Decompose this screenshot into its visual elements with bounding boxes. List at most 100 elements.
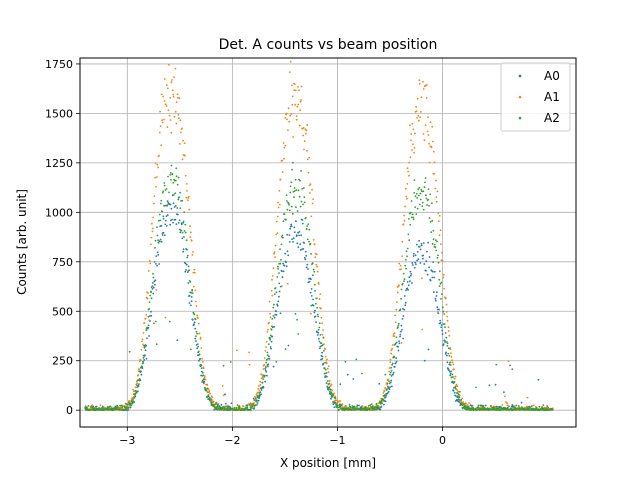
data-point	[432, 270, 434, 273]
data-point	[189, 281, 192, 283]
data-point	[334, 399, 337, 401]
data-point	[305, 132, 307, 135]
data-point	[278, 272, 280, 274]
data-point	[182, 250, 185, 253]
data-point	[297, 86, 299, 88]
data-point	[382, 398, 384, 401]
y-tick-label: 250	[52, 355, 73, 368]
data-point	[481, 404, 483, 407]
data-point	[308, 184, 311, 187]
data-point	[139, 359, 142, 361]
data-point	[256, 402, 259, 404]
data-point	[281, 276, 284, 279]
data-point	[178, 97, 181, 100]
data-point	[176, 183, 179, 186]
data-point	[295, 206, 297, 209]
data-point	[193, 323, 196, 326]
data-point	[431, 202, 433, 205]
data-point	[439, 282, 442, 285]
legend-marker-a1	[518, 95, 522, 99]
data-point	[304, 258, 307, 261]
data-point	[449, 370, 451, 373]
data-point	[283, 213, 286, 216]
data-point	[180, 229, 183, 232]
data-point	[440, 326, 443, 329]
data-point	[451, 373, 454, 376]
data-point	[302, 187, 305, 189]
data-point	[285, 194, 288, 197]
data-point	[165, 84, 168, 87]
data-point	[296, 210, 299, 212]
data-point	[431, 125, 434, 128]
data-point	[294, 89, 297, 92]
data-point	[290, 113, 293, 115]
data-point	[150, 236, 153, 239]
data-point	[438, 270, 441, 273]
data-point	[406, 197, 408, 200]
data-point	[216, 403, 219, 406]
data-point	[378, 400, 381, 403]
data-point	[449, 374, 452, 377]
data-point	[406, 255, 408, 258]
legend: A0 A1 A2	[500, 62, 571, 132]
data-point	[464, 405, 467, 408]
data-point	[294, 313, 297, 315]
data-point	[411, 282, 413, 284]
data-point	[305, 266, 308, 269]
data-point	[437, 254, 439, 257]
data-point	[195, 340, 197, 342]
data-point	[326, 367, 329, 370]
data-point	[209, 392, 212, 395]
data-point	[542, 407, 545, 410]
data-point	[193, 321, 196, 324]
data-point	[179, 143, 181, 145]
data-point	[184, 270, 187, 273]
data-point	[165, 225, 168, 227]
data-point	[545, 407, 547, 409]
data-point	[248, 351, 251, 354]
data-point	[179, 228, 181, 231]
data-point	[389, 361, 392, 364]
data-point	[406, 167, 409, 170]
data-point	[283, 146, 286, 149]
data-point	[416, 207, 419, 210]
data-point	[408, 174, 410, 177]
data-point	[419, 192, 422, 195]
data-point	[389, 373, 391, 376]
data-point	[430, 231, 433, 234]
data-point	[417, 188, 420, 191]
data-point	[165, 188, 168, 190]
data-point	[136, 382, 139, 385]
data-point	[263, 363, 266, 366]
plot-area-frame	[79, 57, 577, 428]
data-point	[277, 206, 280, 209]
data-point	[420, 188, 423, 191]
data-point	[299, 109, 302, 112]
data-point	[124, 408, 127, 411]
data-point	[434, 187, 437, 190]
x-tick-label: −2	[224, 434, 240, 447]
data-point	[305, 129, 308, 132]
data-point	[310, 278, 312, 281]
data-point	[245, 404, 248, 407]
data-point	[332, 403, 335, 406]
data-point	[169, 203, 172, 206]
data-point	[176, 207, 179, 209]
data-point	[142, 332, 145, 334]
data-point	[296, 242, 299, 245]
data-point	[270, 347, 272, 350]
data-point	[313, 311, 316, 314]
data-point	[314, 309, 316, 312]
data-point	[324, 348, 327, 350]
data-point	[405, 289, 407, 292]
data-point	[206, 395, 209, 398]
data-point	[110, 407, 113, 410]
data-point	[435, 249, 438, 252]
data-point	[416, 97, 419, 100]
data-point	[147, 324, 150, 327]
data-point	[266, 354, 269, 357]
data-point	[149, 294, 152, 297]
data-point	[144, 345, 147, 348]
data-point	[312, 298, 314, 301]
data-point	[328, 380, 331, 382]
